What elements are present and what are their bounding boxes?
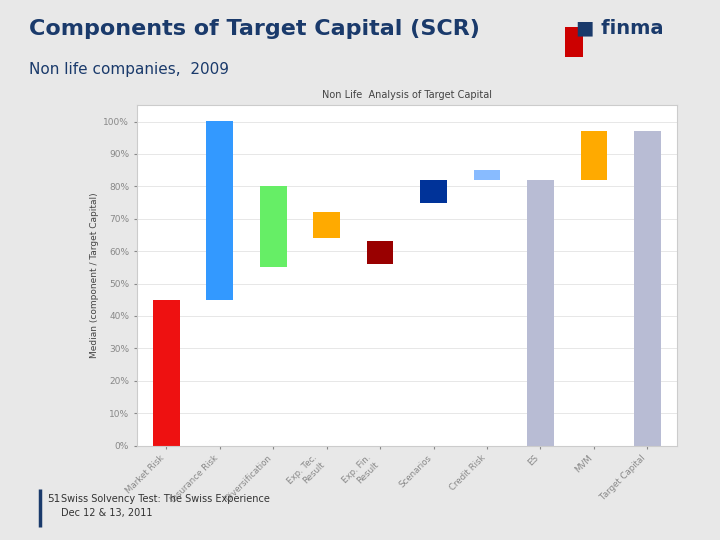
- Text: Swiss Solvency Test: The Swiss Experience
Dec 12 & 13, 2011: Swiss Solvency Test: The Swiss Experienc…: [61, 494, 270, 518]
- Bar: [474, 170, 500, 180]
- Bar: [634, 131, 661, 446]
- Text: ■ finma: ■ finma: [576, 19, 664, 38]
- Text: Non life companies,  2009: Non life companies, 2009: [29, 62, 229, 77]
- Bar: [580, 131, 607, 180]
- Text: 51: 51: [47, 494, 60, 504]
- Title: Non Life  Analysis of Target Capital: Non Life Analysis of Target Capital: [322, 90, 492, 100]
- Bar: [366, 241, 393, 264]
- Bar: [313, 212, 340, 238]
- Bar: [420, 180, 447, 202]
- Y-axis label: Median (component / Target Capital): Median (component / Target Capital): [90, 193, 99, 358]
- Bar: [153, 300, 179, 446]
- Bar: [207, 122, 233, 300]
- Bar: [260, 186, 287, 267]
- Bar: [527, 180, 554, 446]
- Text: Components of Target Capital (SCR): Components of Target Capital (SCR): [29, 19, 480, 39]
